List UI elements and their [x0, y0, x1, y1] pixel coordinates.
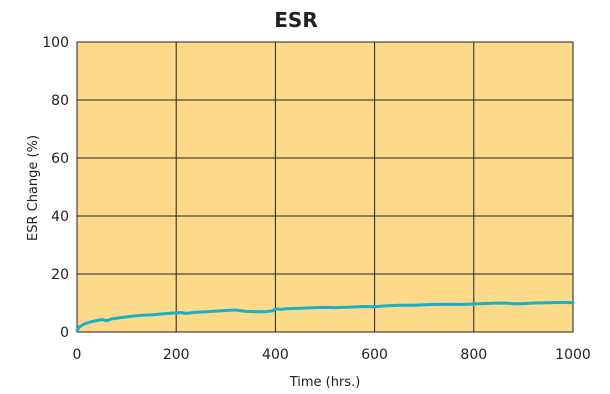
y-tick-label: 20: [51, 267, 69, 283]
x-tick-label: 400: [262, 347, 289, 363]
plot-frame: [76, 41, 574, 333]
y-axis-label: ESR Change (%): [26, 135, 41, 241]
series-group: [75, 300, 575, 333]
x-tick-label: 200: [163, 347, 190, 363]
chart-title: ESR: [274, 8, 317, 32]
y-tick-label: 60: [51, 151, 69, 167]
plot-background: [77, 42, 573, 332]
y-axis-ticks: 0 20 40 60 80 100: [42, 35, 69, 341]
x-tick-label: 1000: [555, 347, 591, 363]
x-axis-label: Time (hrs.): [289, 375, 361, 390]
x-tick-label: 0: [73, 347, 82, 363]
x-tick-label: 800: [460, 347, 487, 363]
x-tick-label: 600: [361, 347, 388, 363]
series-line-0: [75, 300, 575, 333]
y-tick-label: 80: [51, 93, 69, 109]
y-tick-label: 100: [42, 35, 69, 51]
x-axis-ticks: 0 200 400 600 800 1000: [73, 347, 591, 363]
y-tick-label: 40: [51, 209, 69, 225]
y-tick-label: 0: [60, 325, 69, 341]
